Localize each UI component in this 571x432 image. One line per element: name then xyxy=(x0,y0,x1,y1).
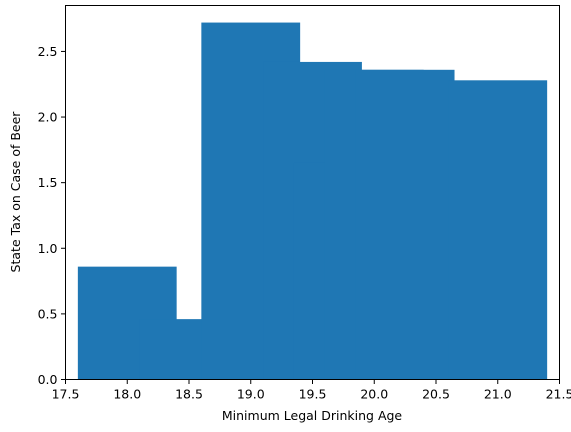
x-tick-label: 21.5 xyxy=(546,387,571,402)
bars-group xyxy=(77,22,548,380)
x-axis-label: Minimum Legal Drinking Age xyxy=(222,408,403,423)
y-axis: 0.0 0.5 1.0 1.5 2.0 2.5 xyxy=(38,44,66,387)
bar xyxy=(448,80,548,380)
y-tick-label: 0.5 xyxy=(38,306,58,321)
x-tick-label: 20.5 xyxy=(422,387,450,402)
x-tick-label: 18.0 xyxy=(113,387,141,402)
x-tick-label: 19.0 xyxy=(237,387,265,402)
bar xyxy=(355,69,455,380)
y-tick-label: 0.0 xyxy=(38,372,58,387)
x-tick-label: 20.0 xyxy=(360,387,388,402)
x-tick-label: 21.0 xyxy=(484,387,512,402)
x-tick-label: 18.5 xyxy=(175,387,203,402)
x-axis: 17.5 18.0 18.5 19.0 19.5 20.0 20.5 21.0 21.5 xyxy=(52,379,571,402)
y-tick-label: 2.5 xyxy=(38,44,58,59)
y-tick-label: 1.0 xyxy=(38,241,58,256)
y-axis-label: State Tax on Case of Beer xyxy=(8,111,23,273)
x-tick-label: 17.5 xyxy=(52,387,80,402)
y-tick-label: 2.0 xyxy=(38,110,58,125)
x-tick-label: 19.5 xyxy=(299,387,327,402)
y-tick-label: 1.5 xyxy=(38,175,58,190)
